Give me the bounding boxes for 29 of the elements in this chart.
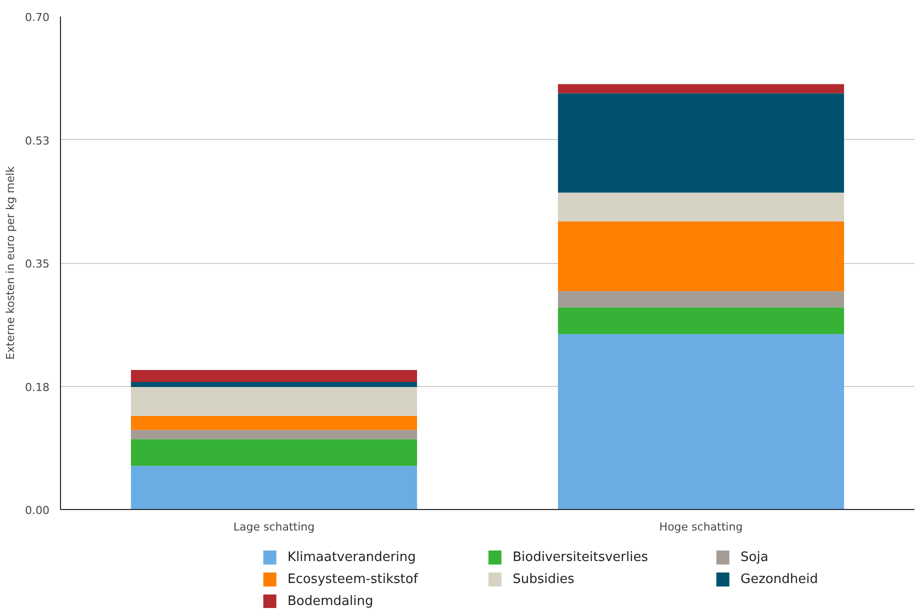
legend-label: Gezondheid	[740, 572, 818, 587]
bar	[130, 386, 418, 416]
x-tick-label: Hoge schatting	[659, 520, 743, 534]
bar	[130, 382, 418, 387]
bar	[558, 93, 844, 193]
y-tick-label: 0.53	[25, 134, 50, 148]
x-tick-label: Lage schatting	[233, 520, 315, 534]
bar	[558, 221, 844, 292]
y-tick-label: 0.18	[25, 380, 50, 394]
bar	[558, 291, 844, 308]
legend-label: Soja	[740, 550, 768, 565]
legend-label: Subsidies	[512, 572, 575, 587]
bar	[558, 84, 844, 94]
bar	[130, 439, 418, 466]
bar	[130, 430, 418, 440]
y-tick-label: 0.00	[25, 504, 50, 517]
bar	[130, 416, 418, 430]
y-axis-title: Externe kosten in euro per kg melk	[4, 166, 18, 360]
bar	[558, 334, 844, 510]
legend-label: Bodemdaling	[287, 594, 374, 609]
bar	[130, 370, 418, 382]
legend-label: Ecosysteem-stikstof	[287, 572, 418, 587]
y-tick-label: 0.70	[25, 11, 50, 24]
legend-label: Biodiversiteitsverlies	[512, 550, 648, 565]
bar	[130, 466, 418, 510]
y-tick-label: 0.35	[25, 258, 50, 270]
bar	[558, 192, 844, 222]
legend-label: Klimaatverandering	[287, 550, 416, 565]
bar	[558, 307, 844, 334]
